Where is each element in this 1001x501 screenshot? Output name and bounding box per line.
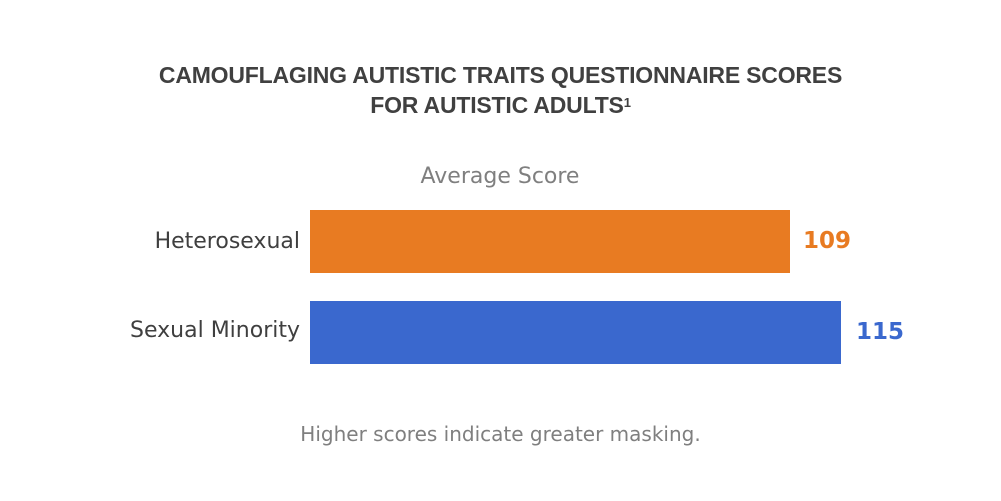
chart-title: CAMOUFLAGING AUTISTIC TRAITS QUESTIONNAI…	[0, 60, 1001, 120]
bar-heterosexual	[310, 210, 790, 273]
category-label-heterosexual: Heterosexual	[154, 229, 300, 254]
chart-title-line-1: CAMOUFLAGING AUTISTIC TRAITS QUESTIONNAI…	[158, 62, 843, 88]
chart-title-line-2: FOR AUTISTIC ADULTS1	[370, 92, 631, 118]
axis-subtitle: Average Score	[420, 164, 580, 189]
footnote-marker: 1	[623, 95, 631, 110]
footnote-text: Higher scores indicate greater masking.	[300, 422, 701, 446]
category-label-sexual-minority: Sexual Minority	[130, 318, 300, 343]
value-label-heterosexual: 109	[803, 228, 852, 254]
bar-sexual-minority	[310, 301, 841, 364]
value-label-sexual-minority: 115	[856, 319, 905, 345]
